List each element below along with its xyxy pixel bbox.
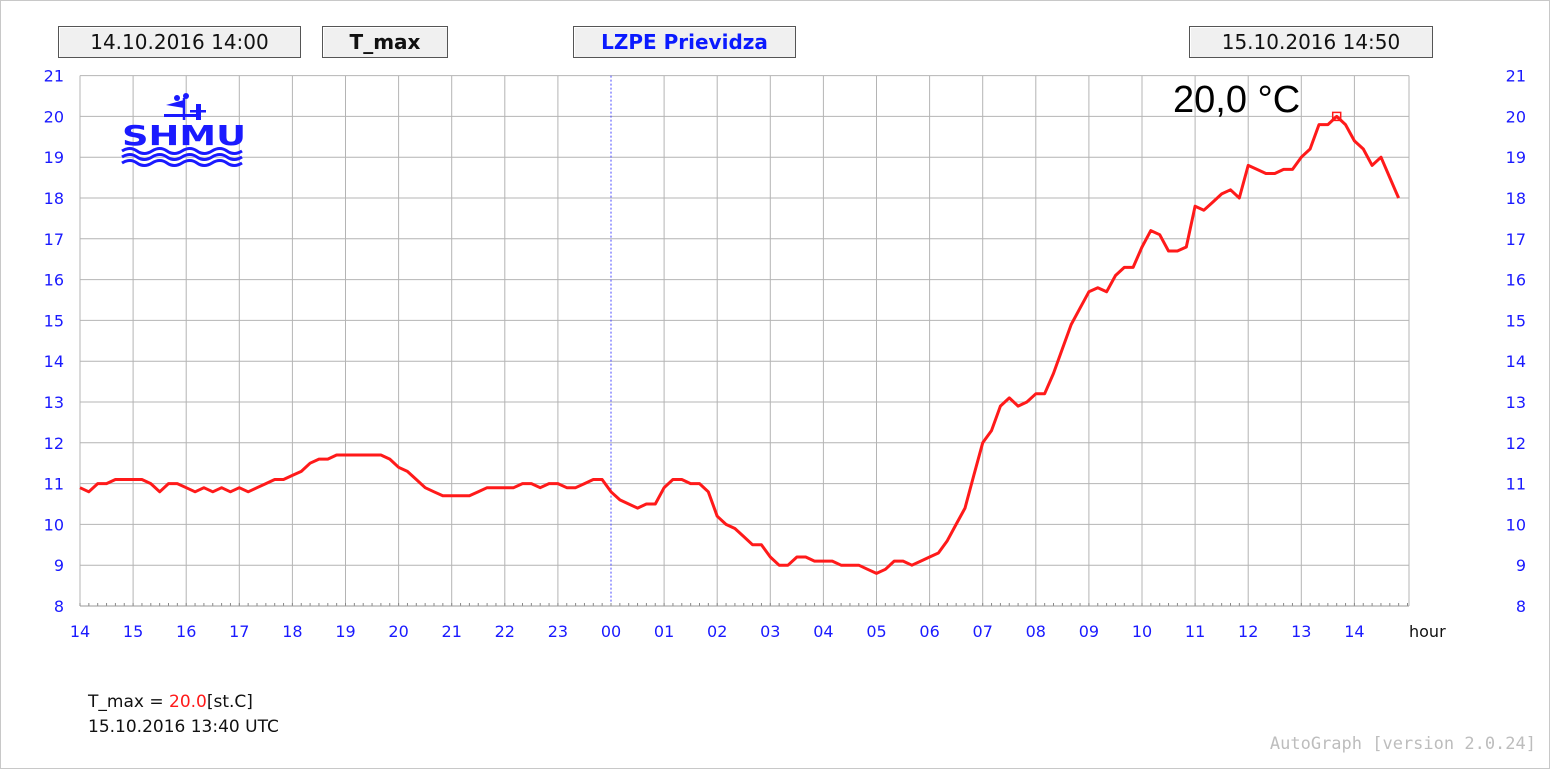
info-equals: =	[143, 692, 169, 712]
x-tick-label: 21	[442, 622, 462, 641]
x-tick-label: 19	[335, 622, 355, 641]
info-value: 20.0	[169, 692, 207, 712]
series-line	[79, 114, 1400, 575]
x-tick-label: 10	[1132, 622, 1152, 641]
anemometer-icon	[164, 93, 206, 120]
y-axis-right-labels: 8 9 10 11 12 13 14 15 16 17 18 19 20 21	[1506, 67, 1526, 616]
measurement-timestamp: 15.10.2016 13:40 UTC	[88, 717, 279, 737]
y-tick-label-left: 9	[54, 556, 64, 575]
parameter-box[interactable]: T_max	[322, 26, 448, 58]
series-layer	[79, 111, 1400, 575]
x-axis-unit-label: hour	[1409, 622, 1446, 641]
y-tick-label-left: 15	[44, 311, 64, 330]
shmu-logo: SHMU	[121, 93, 246, 167]
y-tick-label-left: 17	[44, 230, 64, 249]
y-tick-label-right: 9	[1516, 556, 1526, 575]
y-tick-label-left: 13	[44, 393, 64, 412]
x-tick-label: 20	[388, 622, 408, 641]
y-tick-label-left: 10	[44, 515, 64, 534]
station-box[interactable]: LZPE Prievidza	[573, 26, 796, 58]
max-value-label: 20,0 °C	[1173, 79, 1300, 121]
y-tick-label-right: 18	[1506, 189, 1526, 208]
current-value-line: T_max = 20.0[st.C]	[88, 692, 253, 712]
version-label: AutoGraph [version 2.0.24]	[1269, 734, 1536, 754]
info-unit: [st.C]	[206, 692, 253, 712]
y-tick-label-left: 12	[44, 434, 64, 453]
x-tick-label: 02	[707, 622, 727, 641]
x-tick-label: 05	[866, 622, 886, 641]
x-axis-labels: 14 15 16 17 18 19 20 21 22 23 00 01 02 03 04 05 06 07 08 09…	[70, 622, 1365, 641]
x-tick-label: 15	[123, 622, 143, 641]
x-tick-label: 09	[1079, 622, 1099, 641]
y-tick-label-right: 17	[1506, 230, 1526, 249]
x-tick-label: 11	[1185, 622, 1205, 641]
y-tick-label-right: 19	[1506, 148, 1526, 167]
grid	[79, 75, 1410, 607]
x-tick-label: 00	[601, 622, 621, 641]
y-tick-label-right: 16	[1506, 271, 1526, 290]
x-tick-label: 23	[548, 622, 568, 641]
x-tick-label: 08	[1026, 622, 1046, 641]
x-tick-label: 01	[654, 622, 674, 641]
x-tick-label: 17	[229, 622, 249, 641]
x-tick-label: 14	[70, 622, 90, 641]
x-tick-label: 04	[813, 622, 833, 641]
info-param: T_max	[88, 692, 144, 712]
x-tick-label: 07	[973, 622, 993, 641]
y-tick-label-left: 14	[44, 352, 64, 371]
max-marker	[1331, 111, 1342, 122]
y-tick-label-right: 12	[1506, 434, 1526, 453]
x-tick-label: 16	[176, 622, 196, 641]
y-tick-label-left: 11	[44, 475, 64, 494]
x-tick-label: 18	[282, 622, 302, 641]
x-tick-label: 03	[760, 622, 780, 641]
start-time-box[interactable]: 14.10.2016 14:00	[58, 26, 301, 58]
y-tick-label-left: 18	[44, 189, 64, 208]
y-tick-label-left: 19	[44, 148, 64, 167]
y-tick-label-right: 15	[1506, 311, 1526, 330]
y-tick-label-left: 8	[54, 597, 64, 616]
x-tick-label: 13	[1291, 622, 1311, 641]
y-tick-label-right: 11	[1506, 475, 1526, 494]
y-tick-label-right: 8	[1516, 597, 1526, 616]
y-tick-label-left: 16	[44, 271, 64, 290]
y-tick-label-left: 20	[44, 107, 64, 126]
waves-icon	[121, 147, 243, 167]
x-tick-label: 14	[1344, 622, 1364, 641]
y-tick-label-right: 10	[1506, 515, 1526, 534]
x-tick-label: 12	[1238, 622, 1258, 641]
x-tick-label: 22	[495, 622, 515, 641]
y-tick-label-right: 20	[1506, 107, 1526, 126]
y-tick-label-right: 14	[1506, 352, 1526, 371]
shmu-logo-text: SHMU	[122, 119, 246, 152]
y-tick-label-left: 21	[44, 67, 64, 86]
y-tick-label-right: 13	[1506, 393, 1526, 412]
y-axis-left-labels: 8 9 10 11 12 13 14 15 16 17 18 19 20 21	[44, 67, 64, 616]
end-time-box[interactable]: 15.10.2016 14:50	[1189, 26, 1433, 58]
x-tick-label: 06	[919, 622, 939, 641]
y-tick-label-right: 21	[1506, 67, 1526, 86]
